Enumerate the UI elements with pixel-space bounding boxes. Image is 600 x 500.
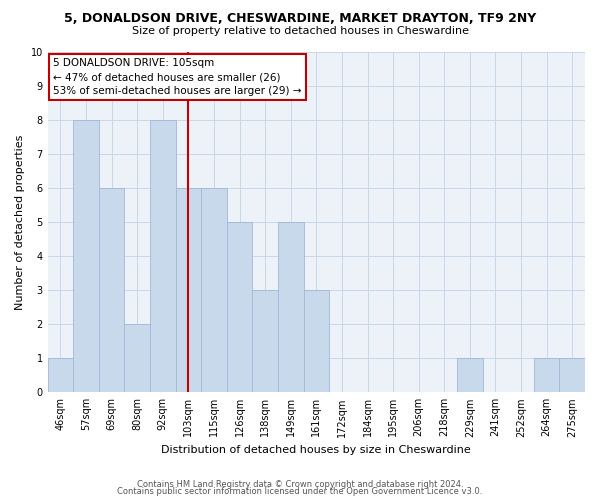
- Bar: [124, 324, 150, 392]
- Bar: [150, 120, 176, 392]
- Bar: [73, 120, 99, 392]
- Bar: [559, 358, 585, 392]
- Bar: [278, 222, 304, 392]
- Text: Size of property relative to detached houses in Cheswardine: Size of property relative to detached ho…: [131, 26, 469, 36]
- Text: 5, DONALDSON DRIVE, CHESWARDINE, MARKET DRAYTON, TF9 2NY: 5, DONALDSON DRIVE, CHESWARDINE, MARKET …: [64, 12, 536, 26]
- Bar: [253, 290, 278, 392]
- Text: Contains public sector information licensed under the Open Government Licence v3: Contains public sector information licen…: [118, 488, 482, 496]
- Bar: [227, 222, 253, 392]
- Text: Contains HM Land Registry data © Crown copyright and database right 2024.: Contains HM Land Registry data © Crown c…: [137, 480, 463, 489]
- Bar: [457, 358, 482, 392]
- Bar: [304, 290, 329, 392]
- Bar: [534, 358, 559, 392]
- Text: 5 DONALDSON DRIVE: 105sqm
← 47% of detached houses are smaller (26)
53% of semi-: 5 DONALDSON DRIVE: 105sqm ← 47% of detac…: [53, 58, 302, 96]
- Bar: [99, 188, 124, 392]
- Bar: [201, 188, 227, 392]
- Y-axis label: Number of detached properties: Number of detached properties: [15, 134, 25, 310]
- X-axis label: Distribution of detached houses by size in Cheswardine: Distribution of detached houses by size …: [161, 445, 471, 455]
- Bar: [176, 188, 201, 392]
- Bar: [47, 358, 73, 392]
